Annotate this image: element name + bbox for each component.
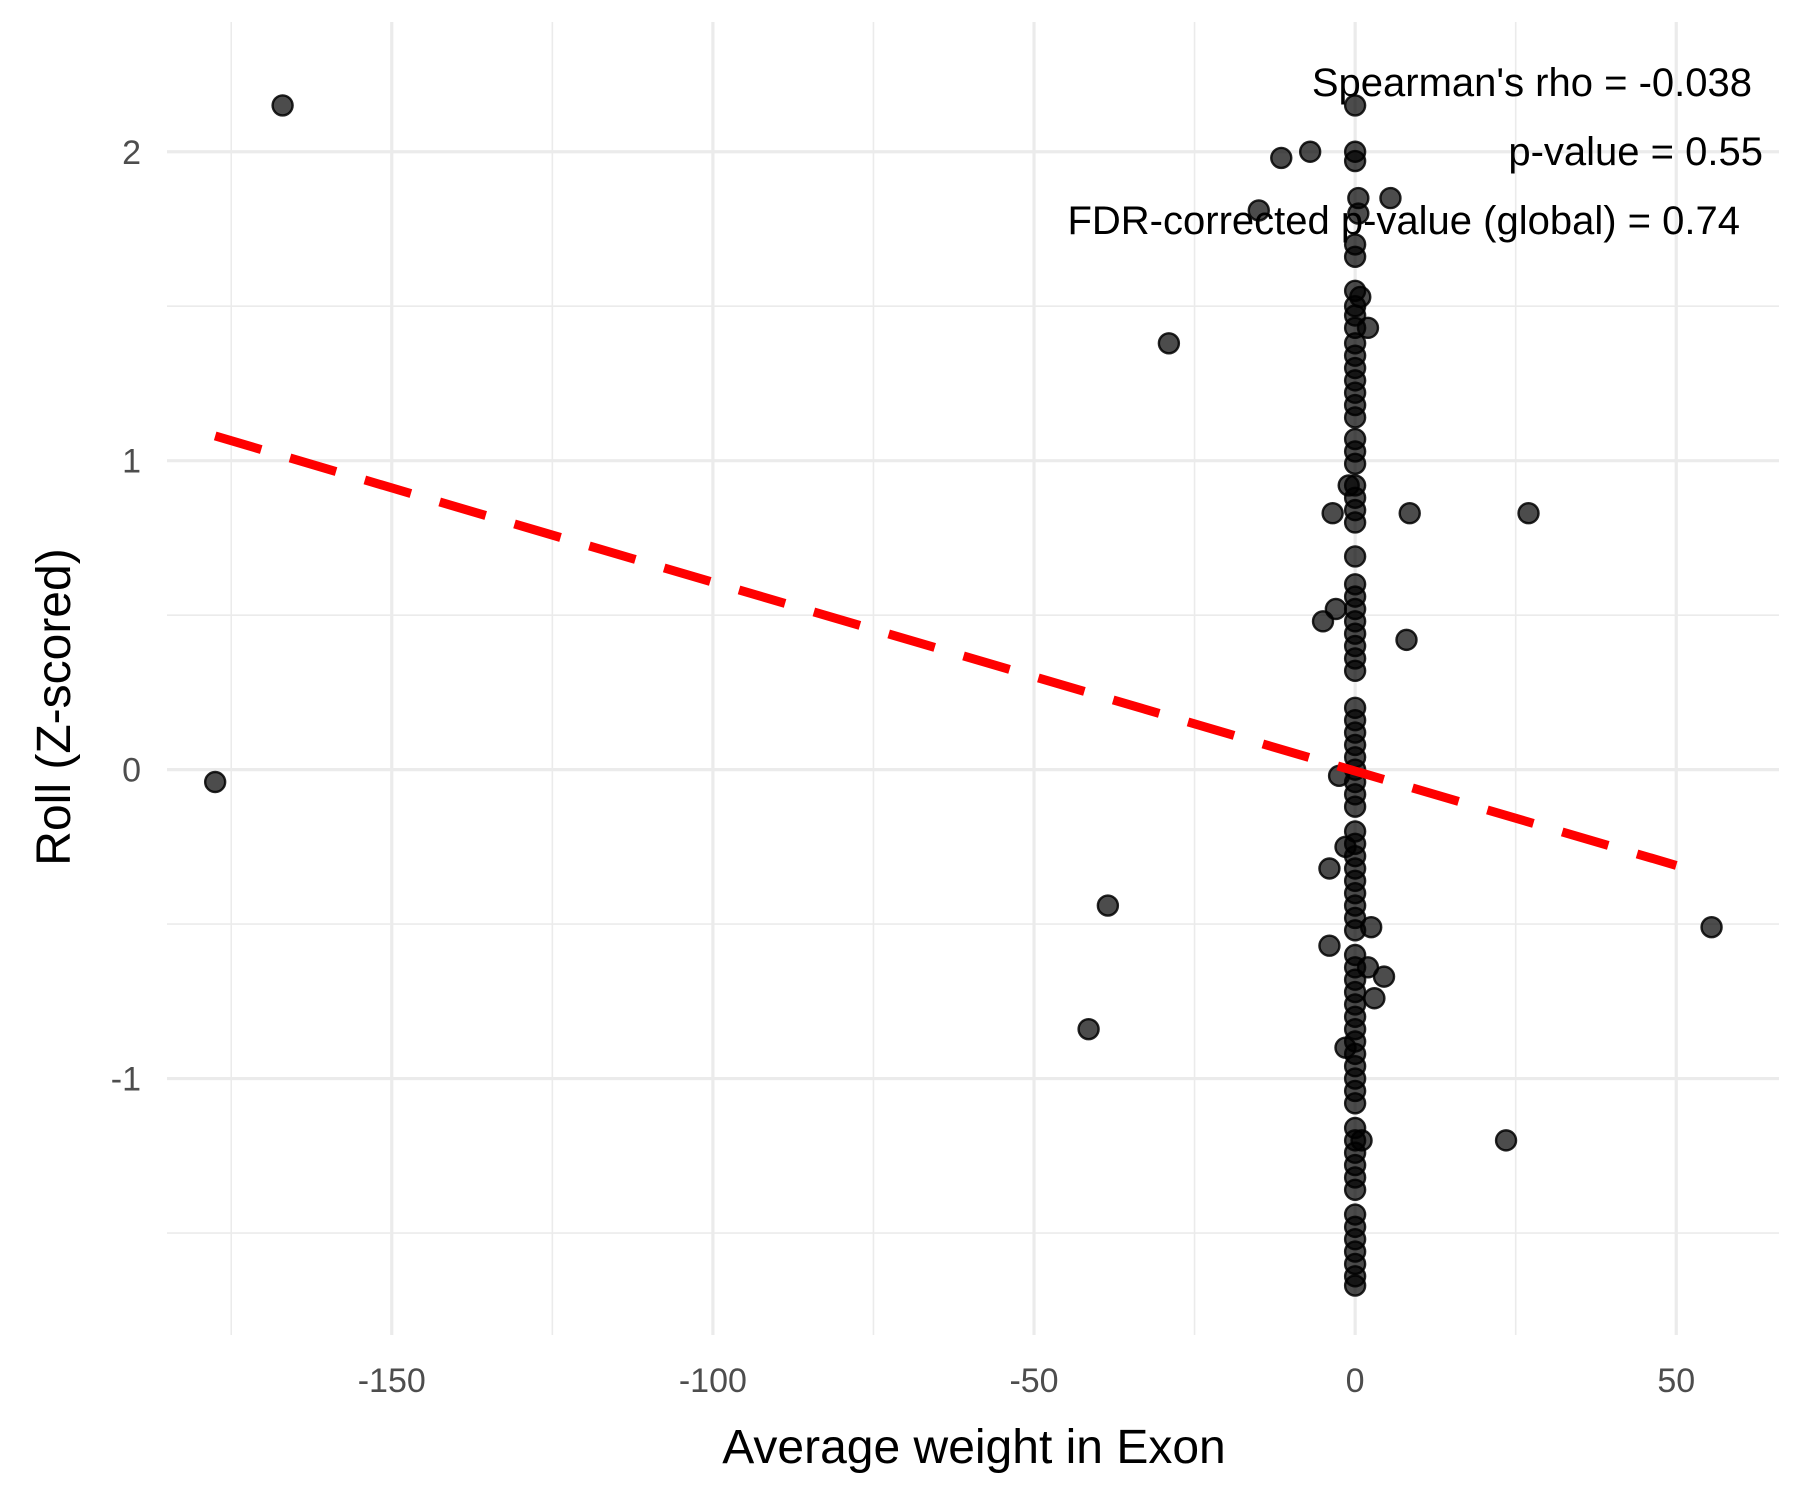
annotation-pvalue: p-value = 0.55 (1508, 130, 1763, 174)
y-tick-label: -1 (111, 1061, 141, 1099)
scatter-point (1343, 1178, 1367, 1201)
data-points (203, 94, 1723, 1297)
scatter-point (1398, 502, 1421, 525)
y-tick-label: 2 (122, 134, 141, 172)
scatter-point (1247, 199, 1270, 222)
scatter-point (1347, 202, 1370, 225)
scatter-point (1363, 987, 1386, 1010)
annotation-rho: Spearman's rho = -0.038 (1312, 61, 1752, 105)
scatter-point (1494, 1129, 1518, 1152)
scatter-point (1343, 406, 1367, 429)
x-tick-label: -100 (679, 1362, 747, 1400)
scatter-point (1343, 659, 1367, 682)
scatter-point (1077, 1017, 1100, 1041)
minor-gridlines (167, 22, 1779, 1335)
x-axis-title: Average weight in Exon (722, 1421, 1225, 1474)
scatter-point (1343, 795, 1367, 818)
trend-line-group (213, 431, 1678, 870)
scatter-point (1270, 146, 1293, 170)
scatter-point (1395, 628, 1418, 652)
scatter-point (1343, 452, 1367, 475)
scatter-point (1343, 919, 1367, 942)
scatter-point (1298, 140, 1322, 163)
scatter-point (1343, 245, 1367, 268)
scatter-point (1318, 934, 1341, 957)
trend-line (213, 431, 1678, 870)
y-tick-label: 1 (122, 443, 141, 481)
scatter-point (1321, 502, 1344, 525)
scatter-point (1318, 857, 1341, 880)
x-tick-label: 50 (1657, 1362, 1695, 1400)
scatter-point (1517, 502, 1540, 525)
y-axis-title: Roll (Z-scored) (28, 548, 81, 865)
annotation-fdr: FDR-corrected p-value (global) = 0.74 (1067, 199, 1740, 243)
scatter-point (1343, 511, 1367, 534)
scatter-point (203, 770, 227, 794)
x-tick-label: -50 (1009, 1362, 1058, 1400)
scatter-point (1379, 186, 1402, 210)
x-tick-label: 0 (1346, 1362, 1365, 1400)
scatter-point (271, 94, 294, 117)
scatter-point (1343, 1092, 1367, 1115)
scatter-point (1343, 94, 1367, 117)
y-tick-label: 0 (122, 752, 141, 790)
scatter-point (1157, 332, 1181, 355)
scatter-point (1096, 894, 1120, 917)
scatter-point (1343, 149, 1367, 173)
y-tick-labels: -1 0 1 2 (111, 134, 141, 1099)
scatter-point (1343, 545, 1367, 568)
scatter-point (1324, 597, 1348, 621)
x-tick-labels: -150 -100 -50 0 50 (358, 1362, 1695, 1400)
x-tick-label: -150 (358, 1362, 426, 1400)
scatter-point (1372, 965, 1396, 988)
stats-annotations: Spearman's rho = -0.038 p-value = 0.55 F… (1067, 61, 1763, 243)
scatter-point (1700, 915, 1723, 939)
scatter-point (1343, 1274, 1367, 1297)
